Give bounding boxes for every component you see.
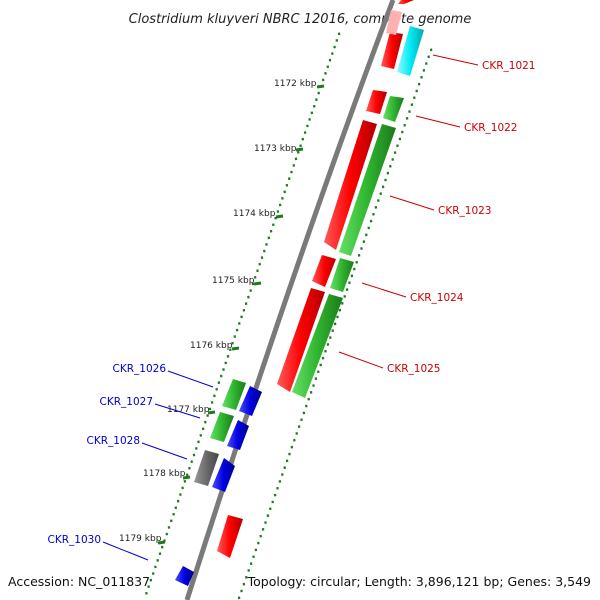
major-tick <box>231 346 240 351</box>
gene-label-ckr-1023[interactable]: CKR_1023 <box>438 205 491 217</box>
genome-backbone <box>184 0 396 600</box>
cds-arrow[interactable] <box>366 90 387 114</box>
kbp-label: 1175 kbp <box>212 276 255 286</box>
leader-line <box>415 115 461 128</box>
gene-labels-right: CKR_1021 CKR_1022 CKR_1023 CKR_1024 CKR_… <box>338 54 535 375</box>
gene-label-ckr-1027[interactable]: CKR_1027 <box>100 396 153 408</box>
cds-arrow[interactable] <box>330 258 354 292</box>
cds-arrow[interactable] <box>312 255 336 287</box>
leader-line <box>141 442 188 460</box>
cds-arrow[interactable] <box>210 412 234 442</box>
gene-label-ckr-1021[interactable]: CKR_1021 <box>482 60 535 72</box>
cds-arrow[interactable] <box>175 566 194 586</box>
kbp-label: 1179 kbp <box>119 534 162 544</box>
major-tick <box>207 410 216 415</box>
major-tick <box>182 475 191 480</box>
kbp-major-ticks <box>157 84 325 545</box>
genome-summary-text: Topology: circular; Length: 3,896,121 bp… <box>247 574 591 589</box>
leader-line <box>361 282 407 298</box>
inner-tick-track <box>237 48 433 600</box>
cds-arrow[interactable] <box>397 26 424 76</box>
cds-arrow[interactable] <box>277 288 325 392</box>
cds-arrow[interactable] <box>381 32 403 69</box>
major-tick <box>253 281 262 286</box>
outer-tick-track <box>145 32 341 595</box>
gene-label-ckr-1030[interactable]: CKR_1030 <box>48 534 101 546</box>
leader-line <box>102 541 149 561</box>
major-tick <box>157 540 166 545</box>
cds-arrow[interactable] <box>227 420 249 450</box>
cds-features-left <box>175 379 262 586</box>
cds-arrow[interactable] <box>217 515 243 558</box>
leader-line <box>154 403 201 419</box>
leader-line <box>167 370 214 388</box>
kbp-label: 1172 kbp <box>274 79 317 89</box>
leader-line <box>389 195 435 211</box>
cds-arrow[interactable] <box>212 458 235 492</box>
gene-label-ckr-1028[interactable]: CKR_1028 <box>87 435 140 447</box>
kbp-labels: 1172 kbp 1173 kbp 1174 kbp 1175 kbp 1176… <box>119 79 317 544</box>
map-title: Clostridium kluyveri NBRC 12016, complet… <box>129 12 472 27</box>
cds-arrow[interactable] <box>386 10 402 35</box>
kbp-label: 1178 kbp <box>143 469 186 479</box>
leader-line <box>432 54 479 66</box>
gene-label-ckr-1026[interactable]: CKR_1026 <box>113 363 167 375</box>
kbp-label: 1177 kbp <box>167 405 210 415</box>
major-tick <box>275 214 284 219</box>
cds-arrow[interactable] <box>339 124 396 256</box>
cds-arrow[interactable] <box>194 450 219 486</box>
gene-label-ckr-1022[interactable]: CKR_1022 <box>464 122 517 134</box>
cds-features-track2 <box>292 26 424 398</box>
kbp-label: 1173 kbp <box>254 144 297 154</box>
cds-arrow[interactable] <box>239 386 262 416</box>
accession-text: Accession: NC_011837 <box>8 574 150 589</box>
cds-arrow[interactable] <box>324 120 377 250</box>
major-tick <box>316 84 325 89</box>
leader-line <box>338 351 384 369</box>
gene-label-ckr-1025[interactable]: CKR_1025 <box>387 363 440 375</box>
cds-arrow[interactable] <box>383 96 404 122</box>
kbp-label: 1176 kbp <box>190 341 233 351</box>
gene-labels-left: CKR_1026 CKR_1027 CKR_1028 CKR_1030 <box>48 363 214 561</box>
cds-arrow[interactable] <box>292 294 343 398</box>
cds-features-forward <box>217 0 414 558</box>
cds-arrow[interactable] <box>398 0 414 4</box>
gene-label-ckr-1024[interactable]: CKR_1024 <box>410 292 464 304</box>
kbp-label: 1174 kbp <box>233 209 276 219</box>
cds-arrow[interactable] <box>222 379 246 410</box>
major-tick <box>295 147 304 152</box>
